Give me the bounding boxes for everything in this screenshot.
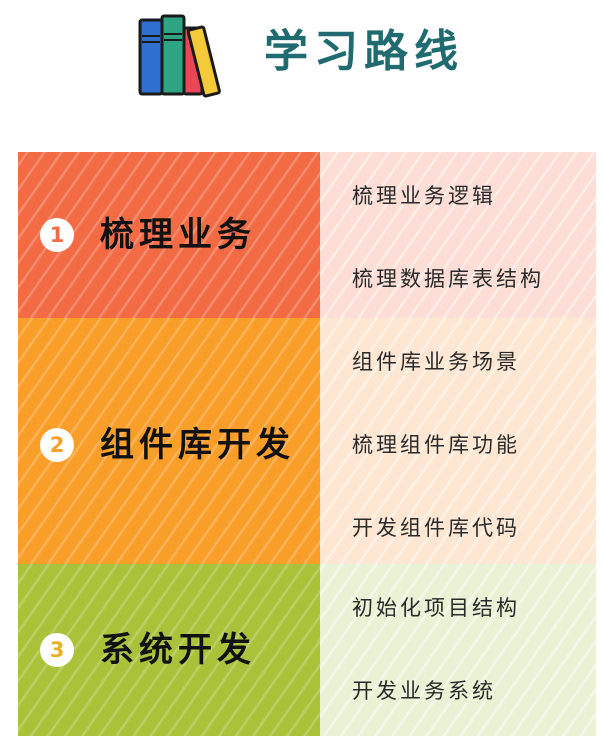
step-number-badge: 2 xyxy=(40,428,74,462)
roadmap-section-3: 3 系统开发 初始化项目结构 开发业务系统 xyxy=(18,564,596,736)
section-2-header-panel: 2 组件库开发 xyxy=(18,318,320,564)
books-icon xyxy=(138,14,221,98)
roadmap-section-1: 1 梳理业务 梳理业务逻辑 梳理数据库表结构 xyxy=(18,152,596,318)
section-1-header-panel: 1 梳理业务 xyxy=(18,152,320,318)
step-number-badge: 3 xyxy=(40,633,74,667)
page-title: 学习路线 xyxy=(264,26,464,77)
roadmap-section-2: 2 组件库开发 组件库业务场景 梳理组件库功能 开发组件库代码 xyxy=(18,318,596,564)
section-title: 组件库开发 xyxy=(100,425,295,465)
list-item: 梳理组件库功能 xyxy=(352,433,520,457)
section-1-items-panel: 梳理业务逻辑 梳理数据库表结构 xyxy=(320,152,596,318)
section-3-header-panel: 3 系统开发 xyxy=(18,564,320,736)
list-item: 梳理数据库表结构 xyxy=(352,267,544,291)
list-item: 梳理业务逻辑 xyxy=(352,184,496,208)
list-item: 组件库业务场景 xyxy=(352,350,520,374)
list-item: 初始化项目结构 xyxy=(352,596,520,620)
learning-roadmap: 1 梳理业务 梳理业务逻辑 梳理数据库表结构 2 组件库开发 组件库业务场景 梳… xyxy=(18,152,596,736)
section-title: 系统开发 xyxy=(100,630,256,670)
section-3-items-panel: 初始化项目结构 开发业务系统 xyxy=(320,564,596,736)
list-item: 开发业务系统 xyxy=(352,679,496,703)
header: 学习路线 xyxy=(0,0,604,110)
section-title: 梳理业务 xyxy=(100,215,256,255)
section-2-items-panel: 组件库业务场景 梳理组件库功能 开发组件库代码 xyxy=(320,318,596,564)
list-item: 开发组件库代码 xyxy=(352,516,520,540)
step-number-badge: 1 xyxy=(40,218,74,252)
